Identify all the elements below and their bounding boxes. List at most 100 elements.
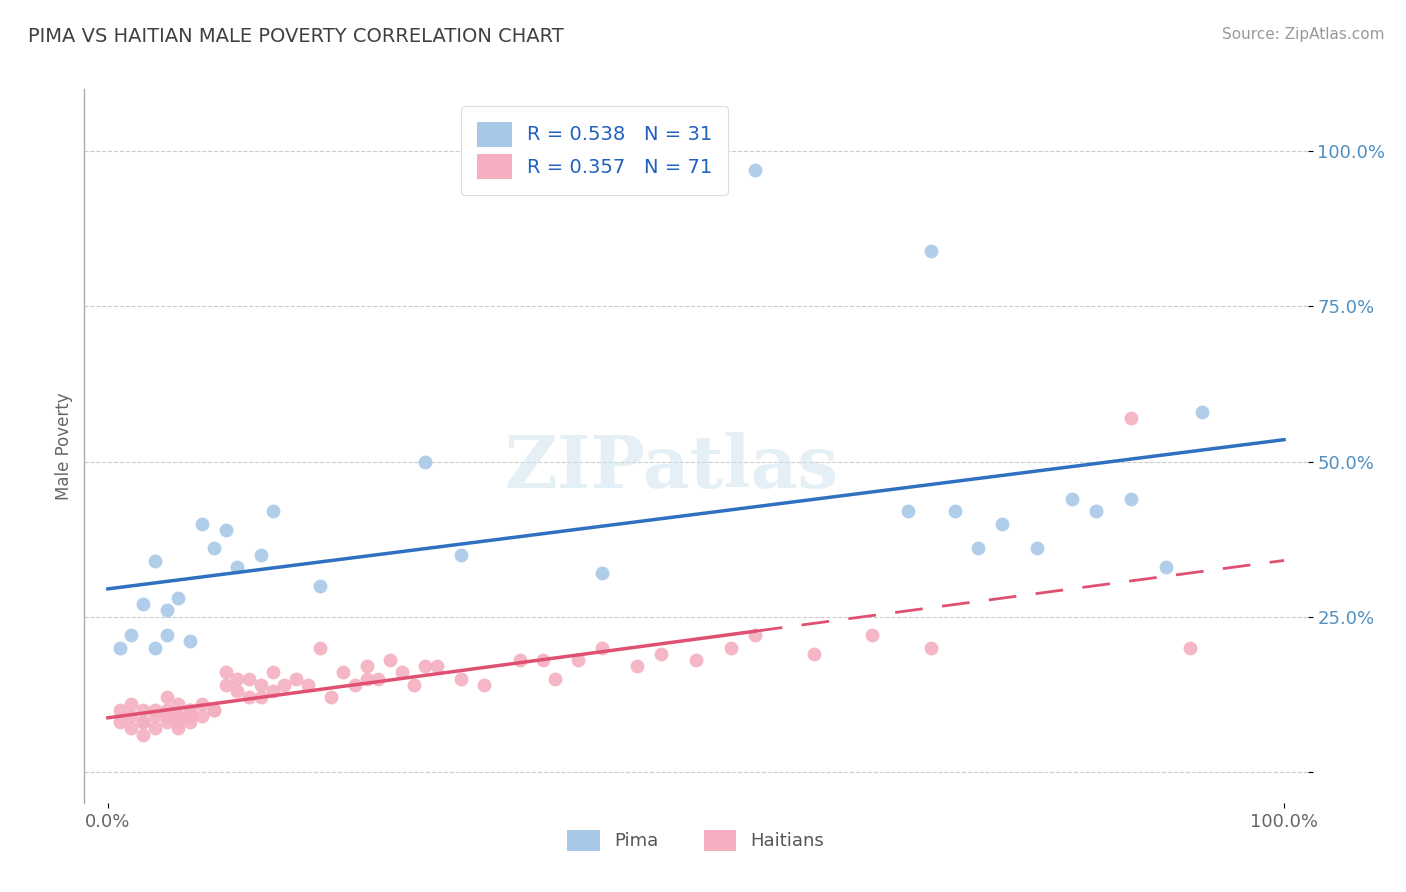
Text: Source: ZipAtlas.com: Source: ZipAtlas.com (1222, 27, 1385, 42)
Point (332, 665, 354, 680)
Point (472, 678, 495, 692)
Point (720, 640, 742, 655)
Point (179, 634, 201, 648)
Point (108, 715, 131, 730)
Point (238, 672, 260, 686)
Point (685, 653, 707, 667)
Point (626, 659, 648, 673)
Point (967, 541, 990, 556)
Point (803, 647, 825, 661)
Text: PIMA VS HAITIAN MALE POVERTY CORRELATION CHART: PIMA VS HAITIAN MALE POVERTY CORRELATION… (28, 27, 564, 45)
Point (567, 653, 589, 667)
Point (343, 678, 366, 692)
Point (179, 715, 201, 730)
Point (249, 678, 271, 692)
Point (744, 162, 766, 177)
Point (308, 640, 330, 655)
Point (132, 727, 155, 741)
Point (226, 560, 249, 574)
Point (860, 628, 883, 642)
Point (156, 703, 179, 717)
Point (120, 628, 142, 642)
Point (1026, 541, 1049, 556)
Point (214, 665, 236, 680)
Y-axis label: Male Poverty: Male Poverty (55, 392, 73, 500)
Point (744, 628, 766, 642)
Point (509, 653, 531, 667)
Point (920, 244, 942, 258)
Point (262, 504, 284, 518)
Point (920, 640, 942, 655)
Point (167, 722, 190, 736)
Point (238, 690, 260, 705)
Point (156, 603, 179, 617)
Point (285, 672, 308, 686)
Point (167, 709, 190, 723)
Point (450, 672, 472, 686)
Point (273, 678, 295, 692)
Legend: Pima, Haitians: Pima, Haitians (560, 822, 832, 858)
Point (380, 653, 402, 667)
Point (202, 703, 225, 717)
Point (120, 697, 142, 711)
Point (1178, 640, 1201, 655)
Point (156, 628, 179, 642)
Point (1084, 504, 1107, 518)
Point (356, 659, 378, 673)
Point (202, 541, 225, 556)
Point (591, 566, 613, 581)
Point (156, 715, 179, 730)
Point (191, 697, 214, 711)
Point (1121, 411, 1143, 425)
Point (426, 659, 449, 673)
Point (544, 672, 567, 686)
Point (132, 597, 155, 611)
Point (167, 697, 190, 711)
Point (120, 722, 142, 736)
Point (143, 709, 166, 723)
Point (191, 516, 214, 531)
Point (167, 715, 190, 730)
Point (249, 690, 271, 705)
Point (156, 709, 179, 723)
Point (132, 715, 155, 730)
Point (132, 715, 155, 730)
Point (226, 684, 249, 698)
Point (297, 678, 319, 692)
Point (202, 703, 225, 717)
Point (450, 548, 472, 562)
Text: ZIPatlas: ZIPatlas (505, 432, 838, 503)
Point (402, 678, 425, 692)
Point (214, 523, 236, 537)
Point (226, 672, 249, 686)
Point (1062, 491, 1084, 506)
Point (591, 640, 613, 655)
Point (262, 684, 284, 698)
Point (132, 703, 155, 717)
Point (120, 709, 142, 723)
Point (531, 653, 554, 667)
Point (1121, 491, 1143, 506)
Point (156, 690, 179, 705)
Point (179, 703, 201, 717)
Point (356, 672, 378, 686)
Point (143, 554, 166, 568)
Point (367, 672, 389, 686)
Point (143, 703, 166, 717)
Point (943, 504, 966, 518)
Point (1156, 560, 1178, 574)
Point (179, 709, 201, 723)
Point (321, 690, 343, 705)
Point (179, 703, 201, 717)
Point (143, 640, 166, 655)
Point (108, 640, 131, 655)
Point (391, 665, 413, 680)
Point (143, 722, 166, 736)
Point (897, 504, 920, 518)
Point (108, 703, 131, 717)
Point (415, 659, 437, 673)
Point (1191, 405, 1213, 419)
Point (991, 516, 1014, 531)
Point (650, 647, 672, 661)
Point (308, 579, 330, 593)
